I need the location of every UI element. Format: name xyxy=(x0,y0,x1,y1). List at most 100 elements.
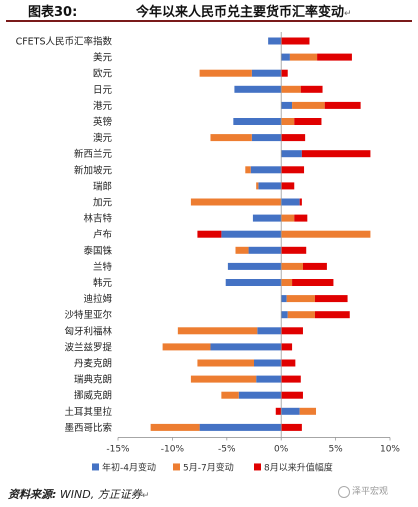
bar-1 xyxy=(238,391,282,399)
bar-3 xyxy=(302,262,327,270)
bar-1 xyxy=(252,214,282,222)
bar-3 xyxy=(281,166,305,174)
bar-2 xyxy=(190,198,282,206)
bar-1 xyxy=(281,295,287,303)
bar-1 xyxy=(234,85,282,93)
wechat-icon xyxy=(338,485,350,498)
bar-2 xyxy=(162,343,211,351)
bar-3 xyxy=(281,246,307,254)
category-label: CFETS人民币汇率指数 xyxy=(16,36,113,48)
legend-swatch-2 xyxy=(173,463,180,471)
watermark-text: 泽平宏观 xyxy=(352,487,389,497)
x-tick-label: -10% xyxy=(161,444,185,454)
chart-title-text: 今年以来人民币兑主要货币汇率变动 xyxy=(136,5,345,20)
x-tick-label: 10% xyxy=(380,444,400,454)
bar-2 xyxy=(286,295,315,303)
bar-2 xyxy=(287,311,315,319)
legend-label-3: 8月以来升值幅度 xyxy=(264,461,333,473)
bar-1 xyxy=(254,359,282,367)
bar-3 xyxy=(292,279,334,286)
bar-3 xyxy=(281,69,288,77)
bar-2 xyxy=(299,407,317,415)
chart-title: 今年以来人民币兑主要货币汇率变动↵ xyxy=(136,1,352,20)
bar-1 xyxy=(281,311,288,319)
category-label: 加元 xyxy=(93,198,113,209)
bar-1 xyxy=(281,53,290,61)
bar-3 xyxy=(281,359,296,367)
bar-2 xyxy=(281,279,293,286)
category-label: 卢布 xyxy=(93,229,112,241)
category-label: 瑞郎 xyxy=(93,180,112,192)
bar-1 xyxy=(227,262,282,270)
category-label: 瑞典克朗 xyxy=(74,374,112,386)
bar-1 xyxy=(250,166,282,174)
category-label: 丹麦克朗 xyxy=(74,358,112,370)
bar-2 xyxy=(221,391,239,399)
bar-3 xyxy=(281,182,295,190)
category-label: 英镑 xyxy=(93,116,112,128)
x-tick-label: 0% xyxy=(274,444,289,454)
legend-label-1: 年初-4月变动 xyxy=(102,461,156,473)
category-label: 挪威克朗 xyxy=(74,390,112,402)
bar-1 xyxy=(233,118,282,125)
legend-swatch-1 xyxy=(92,463,99,471)
bar-1 xyxy=(225,279,282,286)
bar-2 xyxy=(292,101,325,109)
bar-3 xyxy=(324,101,361,109)
bar-2 xyxy=(281,214,295,222)
x-tick-label: 5% xyxy=(328,444,343,454)
bar-2 xyxy=(281,262,303,270)
bar-1 xyxy=(251,69,282,77)
bar-1 xyxy=(281,198,300,206)
bar-1 xyxy=(257,327,282,335)
category-label: 林吉特 xyxy=(83,213,112,225)
bar-3 xyxy=(299,198,302,206)
category-label: 匈牙利福林 xyxy=(64,325,112,337)
bar-2 xyxy=(197,359,254,367)
bar-1 xyxy=(210,343,282,351)
bar-2 xyxy=(289,53,318,61)
category-label: 韩元 xyxy=(93,277,113,289)
category-label: 澳元 xyxy=(93,132,113,144)
bar-2 xyxy=(281,118,295,125)
bar-2 xyxy=(190,375,257,383)
bar-3 xyxy=(314,311,350,319)
bar-3 xyxy=(281,423,302,431)
x-tick-label: -5% xyxy=(218,444,236,454)
category-label: 新加坡元 xyxy=(74,164,113,176)
legend-label-2: 5月-7月变动 xyxy=(183,461,234,473)
bar-1 xyxy=(251,134,282,142)
return-mark-icon: ↵ xyxy=(141,491,150,501)
bar-3 xyxy=(301,150,371,158)
category-label: 美元 xyxy=(93,52,113,64)
bar-1 xyxy=(268,37,282,45)
bar-2 xyxy=(245,166,251,174)
bar-2 xyxy=(210,134,252,142)
bar-1 xyxy=(281,150,302,158)
bar-3 xyxy=(281,37,310,45)
bar-3 xyxy=(281,327,303,335)
x-tick-label: -15% xyxy=(106,444,130,454)
bar-3 xyxy=(281,134,306,142)
bar-3 xyxy=(281,343,293,351)
category-label: 泰国铢 xyxy=(83,245,112,257)
bar-3 xyxy=(294,214,308,222)
bar-2 xyxy=(199,69,252,77)
category-label: 迪拉姆 xyxy=(83,293,112,305)
bar-1 xyxy=(221,230,282,238)
header-divider xyxy=(6,20,412,22)
bar-2 xyxy=(177,327,258,335)
bar-3 xyxy=(281,375,301,383)
bar-1 xyxy=(281,101,293,109)
bar-3 xyxy=(314,295,348,303)
category-label: 日元 xyxy=(93,85,113,96)
return-mark-icon: ↵ xyxy=(344,9,352,19)
source-label: 资料来源: xyxy=(8,488,57,501)
bar-3 xyxy=(281,391,303,399)
category-label: 墨西哥比索 xyxy=(64,422,112,434)
figure-label: 图表30: xyxy=(28,5,78,20)
bar-3 xyxy=(317,53,352,61)
category-label: 兰特 xyxy=(93,261,113,273)
bar-3 xyxy=(294,118,322,125)
category-label: 沙特里亚尔 xyxy=(64,309,112,321)
